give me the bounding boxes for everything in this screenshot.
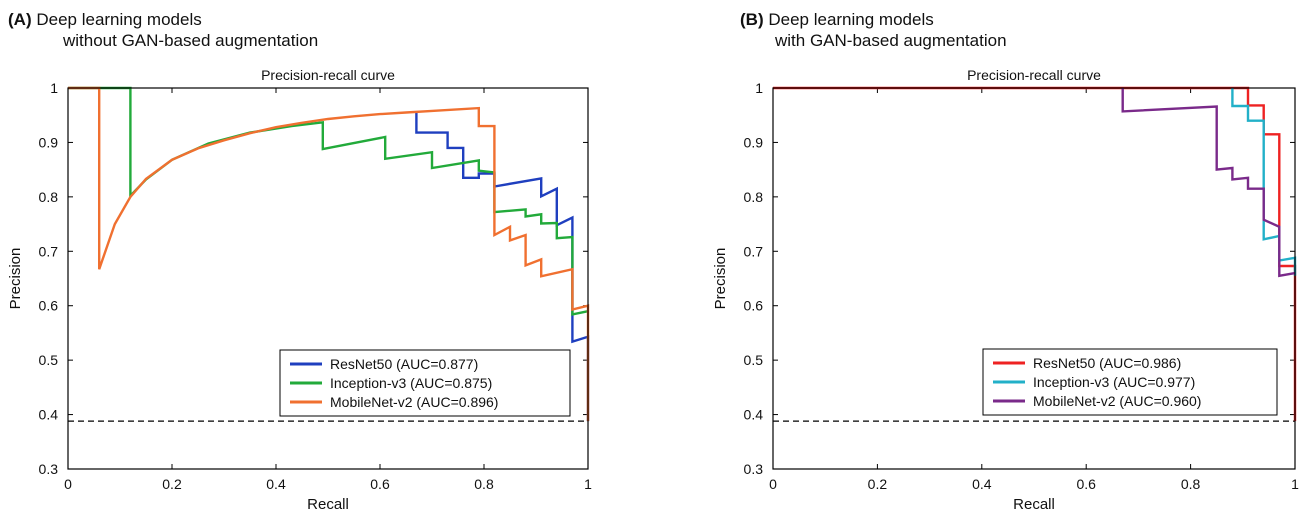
panel-a-heading-line2: without GAN-based augmentation (63, 31, 319, 50)
chart-b-ytick-label: 0.7 (744, 243, 764, 259)
chart-b-xtick-label: 0.2 (868, 476, 888, 492)
chart-a-ytick-label: 0.8 (39, 189, 59, 205)
chart-a-ytick-label: 0.3 (39, 461, 59, 477)
chart-a-title: Precision-recall curve (261, 67, 395, 83)
chart-b-legend-label-3: MobileNet-v2 (AUC=0.960) (1033, 393, 1201, 409)
chart-b-xlabel: Recall (1013, 496, 1055, 513)
chart-a-xtick-label: 0.8 (474, 476, 494, 492)
panel-a-heading-line1: Deep learning models (36, 10, 202, 29)
chart-b-ytick-label: 0.6 (744, 298, 764, 314)
chart-a-series-2-line (68, 86, 589, 316)
chart-b-xtick-label: 0 (769, 476, 777, 492)
chart-a-ytick-label: 0.6 (39, 298, 59, 314)
chart-b-series-2-line (1231, 88, 1297, 276)
chart-b-legend-label-1: ResNet50 (AUC=0.986) (1033, 355, 1181, 371)
chart-a-xtick-label: 0.2 (162, 476, 182, 492)
chart-a-legend-box (279, 349, 571, 417)
chart-b-xtick-label: 1 (1291, 476, 1299, 492)
chart-b-ytick-label: 0.8 (744, 189, 764, 205)
panel-b-heading: (B) Deep learning models with GAN-based … (740, 9, 1007, 51)
chart-a-xtick-label: 0.4 (266, 476, 286, 492)
chart-a-plot-frame (67, 87, 589, 470)
chart-a-ytick-label: 0.5 (39, 352, 59, 368)
chart-a-xlabel: Recall (307, 496, 349, 513)
chart-b-ytick-label: 0.3 (744, 461, 764, 477)
chart-a-series-group (68, 86, 590, 422)
chart-b-xtick-label: 0.6 (1076, 476, 1096, 492)
chart-b-ytick-label: 1 (755, 80, 763, 96)
chart-b: Precision-recall curve 0 0.2 0.4 0.6 0.8 1 0.3 0… (712, 67, 1299, 513)
chart-a-legend-label-3: MobileNet-v2 (AUC=0.896) (330, 394, 498, 410)
chart-a: Precision-recall curve 0 0.2 0.4 0.6 0.8 1 0.3 0… (7, 67, 592, 513)
chart-a-ytick-label: 1 (50, 80, 58, 96)
chart-a-legend-label-1: ResNet50 (AUC=0.877) (330, 356, 478, 372)
panel-b-heading-line2: with GAN-based augmentation (775, 31, 1007, 50)
chart-a-ytick-label: 0.7 (39, 243, 59, 259)
chart-b-legend-box (982, 348, 1278, 416)
chart-a-ytick-label: 0.4 (39, 407, 59, 423)
panel-a-tag: (A) (8, 10, 32, 29)
panel-b-heading-line1: Deep learning models (768, 10, 934, 29)
chart-b-ytick-label: 0.9 (744, 134, 764, 150)
chart-a-ytick-label: 0.9 (39, 134, 59, 150)
chart-b-legend-label-2: Inception-v3 (AUC=0.977) (1033, 374, 1195, 390)
chart-b-xtick-label: 0.4 (972, 476, 992, 492)
panel-a-heading: (A) Deep learning models without GAN-bas… (8, 9, 318, 51)
chart-b-series-3-line (1121, 88, 1296, 278)
chart-a-xtick-label: 1 (584, 476, 592, 492)
chart-b-plot-frame (772, 87, 1296, 470)
chart-b-title: Precision-recall curve (967, 67, 1101, 83)
chart-a-xtick-label: 0.6 (370, 476, 390, 492)
chart-a-legend-label-2: Inception-v3 (AUC=0.875) (330, 375, 492, 391)
chart-a-xtick-label: 0 (64, 476, 72, 492)
chart-b-ylabel: Precision (712, 248, 729, 310)
chart-a-series-3-line (68, 86, 590, 422)
panel-b-tag: (B) (740, 10, 764, 29)
chart-b-series-group (773, 86, 1297, 422)
chart-b-ytick-label: 0.4 (744, 407, 764, 423)
chart-b-xtick-label: 0.8 (1181, 476, 1201, 492)
chart-b-ytick-label: 0.5 (744, 352, 764, 368)
chart-a-ylabel: Precision (7, 248, 24, 310)
